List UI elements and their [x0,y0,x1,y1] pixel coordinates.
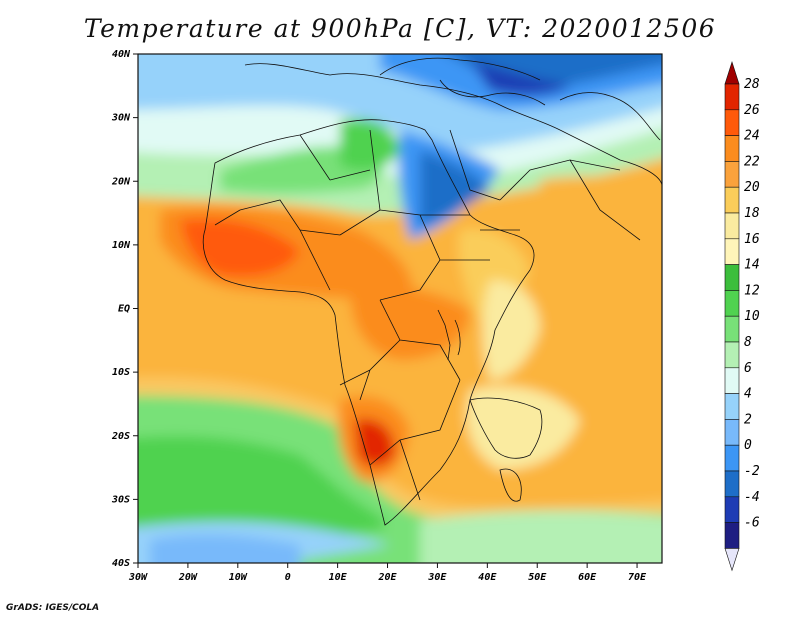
lat-tick-label: 40S [112,558,130,569]
colorbar-label: 22 [744,154,760,169]
lat-tick-label: 20S [111,431,130,442]
lat-tick-label: 40N [112,49,131,60]
lat-tick-label: EQ [118,304,130,315]
temperature-shading [138,54,662,563]
colorbar-swatch [724,367,740,394]
colorbar-label: 12 [744,283,760,298]
colorbar-swatch [724,393,740,420]
lat-tick-label: 10N [112,240,131,251]
lat-tick-label: 10S [112,367,130,378]
lon-tick-label: 40E [478,572,497,583]
longitude-axis: 30W 20W 10W 0 10E 20E 30E 40E 50E 60E 70E [128,563,647,583]
colorbar-swatch [724,496,740,523]
colorbar-swatch [724,83,740,111]
lon-tick-label: 20W [178,572,198,583]
lon-tick-label: 30W [128,572,148,583]
lon-tick-label: 10W [229,572,248,583]
temperature-field [138,54,662,563]
colorbar-label: 16 [744,232,760,247]
colorbar-label: 6 [744,361,752,376]
colorbar-swatch [724,264,740,291]
lat-tick-label: 30S [111,494,130,505]
map-title: Temperature at 900hPa [C], VT: 202001250… [83,14,717,43]
colorbar-bottom-arrow [724,548,740,572]
colorbar-label: 4 [744,387,752,402]
colorbar-swatch [724,238,740,265]
lon-tick-label: 60E [578,572,597,583]
colorbar-label: 26 [744,103,760,118]
colorbar-swatch [724,290,740,317]
colorbar-swatch [724,419,740,446]
colorbar-swatch [724,212,740,240]
lat-tick-label: 20N [111,176,131,187]
colorbar-label: 8 [744,335,752,350]
colorbar-swatch [724,186,740,214]
lon-tick-label: 0 [285,572,291,583]
colorbar-label: -4 [744,490,760,505]
lon-tick-label: 20E [377,572,397,583]
colorbar-swatch [724,341,740,369]
colorbar-swatch [724,522,740,549]
colorbar-swatch [724,109,740,136]
colorbar-label: 10 [744,309,760,324]
colorbar-label: 28 [744,77,760,92]
colorbar-label: 24 [744,129,760,144]
colorbar-label: 18 [744,206,760,221]
colorbar-label: 14 [744,258,760,273]
colorbar-swatch [724,135,740,162]
country-borders [202,57,662,526]
lon-tick-label: 30E [427,572,447,583]
lat-tick-label: 30N [111,113,131,124]
colorbar-label: 0 [744,438,752,453]
colorbar-label: -6 [744,516,760,531]
colorbar-label: 2 [744,412,752,427]
colorbar-swatch [724,161,740,188]
colorbar-top-arrow [724,61,740,85]
colorbar-swatch [724,444,740,472]
colorbar-label: 20 [744,180,760,195]
lon-tick-label: 50E [528,572,547,583]
colorbar-label: -2 [744,464,760,479]
lon-tick-label: 10E [329,572,348,583]
latitude-axis: 40N 30N 20N 10N EQ 10S 20S 30S 40S [111,49,138,569]
colorbar-swatch [724,315,740,343]
footer-credit: GrADS: IGES/COLA [6,603,100,613]
colorbar-swatch [724,470,740,498]
lon-tick-label: 70E [628,572,647,583]
